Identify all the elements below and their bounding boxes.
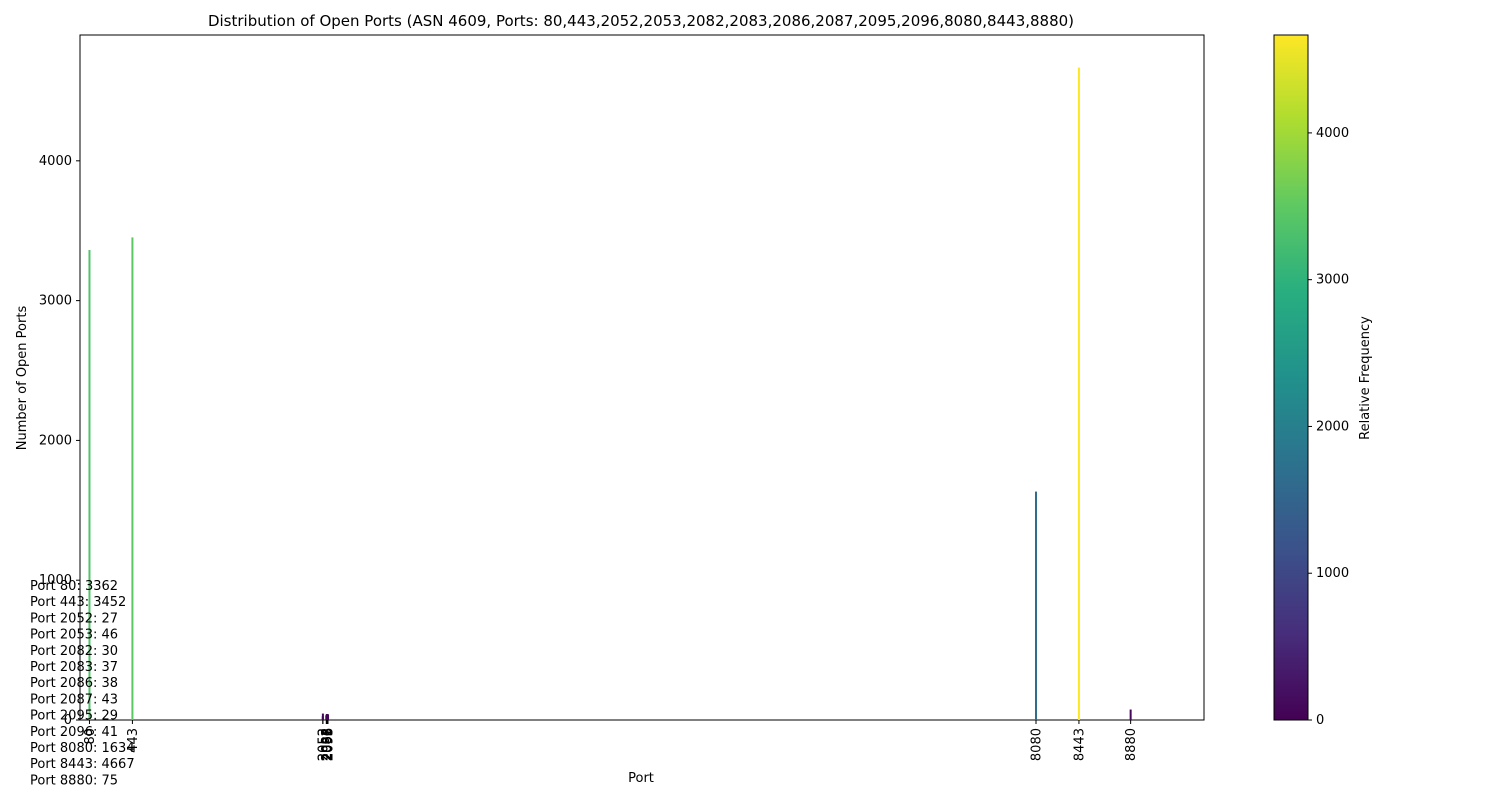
- y-tick-label: 1000: [39, 573, 72, 588]
- annotation-line: Port 8080: 1634: [30, 741, 135, 756]
- colorbar-axis: 0 1000 2000 3000 4000: [1308, 126, 1349, 728]
- x-tick-label: 2095: [321, 728, 336, 761]
- y-tick-label: 0: [64, 713, 72, 728]
- x-tick-label: 8880: [1124, 728, 1139, 761]
- bar-port-8443: [1077, 67, 1080, 720]
- y-tick-label: 4000: [39, 154, 72, 169]
- bar-port-80: [88, 250, 91, 720]
- annotation-line: Port 2052: 27: [30, 611, 118, 626]
- colorbar-tick-label: 1000: [1316, 566, 1349, 581]
- colorbar-tick-label: 4000: [1316, 126, 1349, 141]
- annotation-line: Port 2096: 41: [30, 725, 118, 740]
- x-tick-label: 8443: [1072, 728, 1087, 761]
- annotation-line: Port 2053: 46: [30, 628, 118, 643]
- x-tick-label: 2086: [320, 728, 335, 761]
- x-tick-label: 2087: [320, 728, 335, 761]
- bar-port-8080: [1034, 491, 1037, 720]
- annotation-line: Port 2082: 30: [30, 644, 118, 659]
- chart-title: Distribution of Open Ports (ASN 4609, Po…: [208, 12, 1074, 30]
- annotation-line: Port 2087: 43: [30, 692, 118, 707]
- y-tick-label: 2000: [39, 433, 72, 448]
- colorbar-tick-label: 2000: [1316, 419, 1349, 434]
- x-tick-label: 2053: [316, 728, 331, 761]
- colorbar-tick-label: 0: [1316, 713, 1324, 728]
- x-tick-label: 8080: [1029, 728, 1044, 761]
- plot-area: [79, 34, 1205, 721]
- bar-port-2096: [326, 714, 329, 720]
- annotation-line: Port 443: 3452: [30, 595, 126, 610]
- x-tick-label: 2096: [321, 728, 336, 761]
- y-axis: 0 1000 2000 3000 4000: [39, 154, 80, 728]
- y-axis-label: Number of Open Ports: [15, 306, 30, 451]
- x-tick-label: 2082: [320, 728, 335, 761]
- annotation-line: Port 2083: 37: [30, 660, 118, 675]
- annotation-line: Port 8443: 4667: [30, 757, 135, 772]
- colorbar: [1273, 34, 1309, 721]
- colorbar-label: Relative Frequency: [1358, 316, 1373, 440]
- x-tick-label: 2052: [316, 728, 331, 761]
- bar-port-443: [131, 237, 134, 721]
- annotation-line: Port 2086: 38: [30, 676, 118, 691]
- annotation-line: Port 8880: 75: [30, 773, 118, 788]
- annotation-line: Port 80: 3362: [30, 579, 118, 594]
- x-tick-label: 2083: [320, 728, 335, 761]
- x-tick-label: 443: [126, 728, 141, 753]
- y-tick-label: 3000: [39, 294, 72, 309]
- bars-layer: [88, 67, 1132, 721]
- colorbar-tick-label: 3000: [1316, 273, 1349, 288]
- x-tick-label: 80: [83, 728, 98, 745]
- x-axis-label: Port: [628, 771, 654, 786]
- annotation-line: Port 2095: 29: [30, 709, 118, 724]
- bar-port-2053: [321, 713, 324, 720]
- bar-port-8880: [1129, 709, 1132, 720]
